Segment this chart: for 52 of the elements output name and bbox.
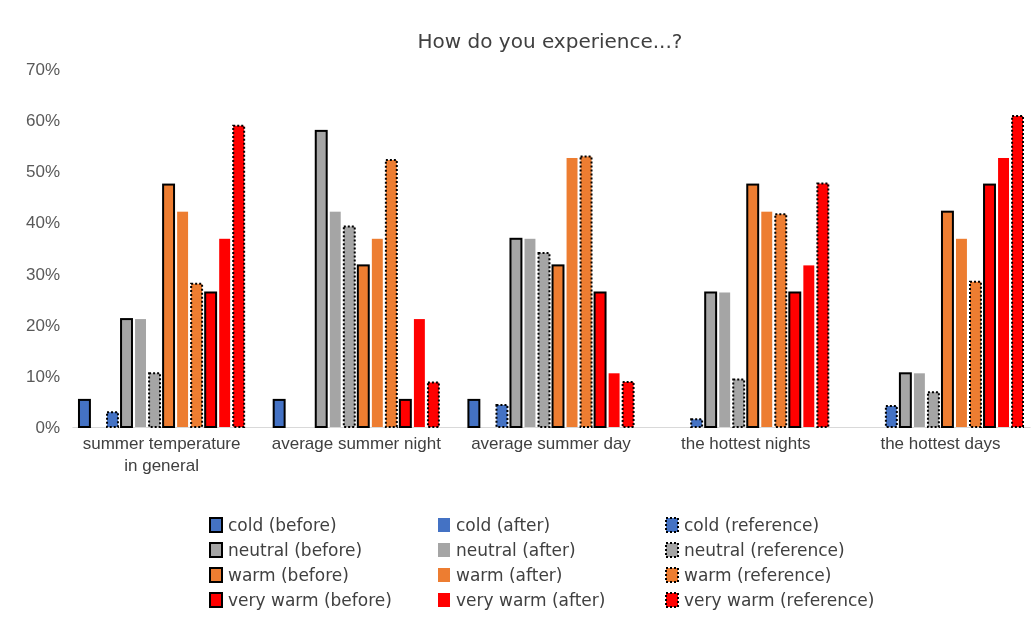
legend-label: neutral (before) [228, 539, 363, 560]
chart-title: How do you experience...? [417, 29, 683, 53]
bar [77, 398, 91, 428]
bar [272, 398, 286, 428]
bar [426, 381, 440, 428]
bar [413, 319, 425, 427]
y-tick-label: 20% [25, 315, 60, 335]
x-tick-label: the hottest days [880, 434, 1001, 454]
bar [816, 182, 830, 428]
bar [1011, 115, 1025, 428]
legend-label: neutral (reference) [684, 539, 845, 560]
y-tick-label: 60% [25, 111, 60, 131]
bar [232, 124, 246, 428]
legend-label: warm (reference) [684, 564, 832, 585]
bar [956, 238, 967, 427]
bar [608, 373, 620, 427]
bar [537, 252, 551, 428]
bar [621, 380, 635, 428]
bar [135, 319, 146, 427]
y-tick-label: 30% [25, 264, 60, 284]
legend-label: warm (before) [228, 564, 349, 585]
y-tick-label: 10% [25, 366, 60, 386]
x-tick-label: average summer day [471, 434, 632, 454]
x-tick-label: the hottest nights [680, 434, 811, 454]
y-tick-label: 70% [25, 59, 60, 79]
bar [998, 157, 1009, 427]
bar [566, 157, 578, 427]
bar [913, 373, 925, 427]
legend-label: cold (before) [228, 514, 337, 535]
bar [803, 265, 815, 427]
y-tick-label: 0% [35, 417, 60, 437]
x-tick-label: average summer night [271, 434, 442, 454]
bar [467, 398, 481, 428]
legend-label: very warm (before) [228, 589, 392, 610]
legend-label: cold (after) [456, 514, 551, 535]
legend-label: warm (after) [456, 564, 563, 585]
bar [761, 211, 773, 427]
bar [719, 292, 731, 427]
legend-label: cold (reference) [684, 514, 820, 535]
bar [371, 238, 383, 427]
y-tick-label: 40% [25, 213, 60, 233]
x-tick-label: summer temperature in general [82, 434, 241, 476]
bar [177, 211, 189, 427]
bar [314, 129, 328, 428]
legend-label: neutral (after) [456, 539, 576, 560]
legend-label: very warm (after) [456, 589, 606, 610]
bar [524, 238, 536, 427]
bar [329, 211, 341, 427]
legend-label: very warm (reference) [684, 589, 875, 610]
bar [219, 238, 231, 427]
bar [551, 264, 565, 428]
y-tick-label: 50% [25, 162, 60, 182]
